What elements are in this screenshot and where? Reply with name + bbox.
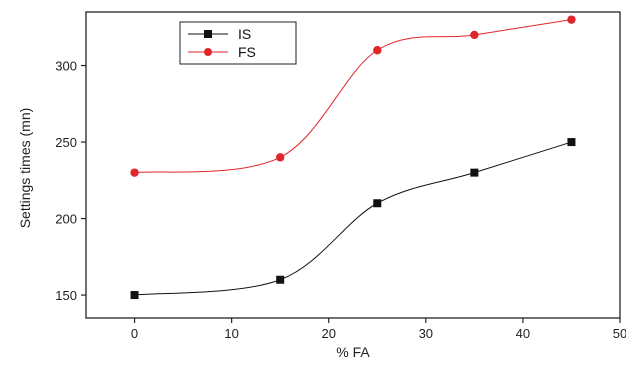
data-point-is [130, 291, 139, 300]
y-tick-label: 300 [55, 59, 77, 74]
x-tick-label: 40 [516, 326, 530, 341]
data-point-fs [373, 46, 382, 55]
plot-frame [85, 11, 621, 319]
x-tick-label: 50 [613, 326, 626, 341]
data-point-is [373, 199, 382, 208]
data-point-is [276, 275, 285, 284]
y-axis-title: Settings times (mn) [17, 108, 33, 229]
legend-marker-fs [204, 48, 212, 56]
y-tick-label: 250 [55, 135, 77, 150]
legend-box [179, 21, 297, 65]
data-point-fs [470, 30, 479, 40]
legend-marker-is [204, 30, 212, 38]
y-axis-ticks: 150 200 250 300 [55, 59, 86, 303]
legend-label-fs: FS [238, 44, 256, 60]
series-curves [134, 19, 572, 296]
series-markers [130, 15, 576, 300]
data-point-fs [567, 15, 576, 24]
legend: IS FS [179, 21, 297, 65]
y-tick-label: 150 [55, 288, 77, 303]
x-tick-label: 30 [419, 326, 433, 341]
series-line-is [134, 141, 572, 296]
x-tick-label: 10 [224, 326, 238, 341]
data-point-is [567, 138, 576, 147]
series-line-fs [134, 19, 572, 174]
legend-label-is: IS [238, 26, 251, 42]
x-axis-title: % FA [336, 344, 370, 360]
x-axis-ticks: 0 10 20 30 40 50 [131, 318, 626, 341]
data-point-is [470, 168, 479, 177]
data-point-fs [130, 168, 139, 177]
x-tick-label: 0 [131, 326, 138, 341]
data-point-fs [275, 153, 285, 162]
x-tick-label: 20 [321, 326, 335, 341]
y-tick-label: 200 [55, 212, 77, 227]
